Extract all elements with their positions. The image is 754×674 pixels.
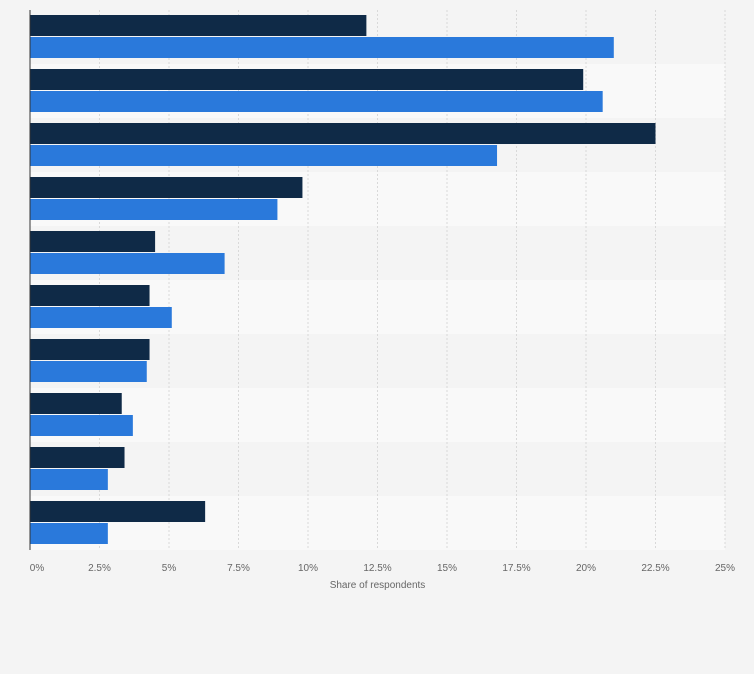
x-tick-label: 0% (30, 563, 45, 574)
x-tick-label: 10% (298, 563, 318, 574)
bar-series-1[interactable] (30, 339, 150, 360)
bar-series-1[interactable] (30, 69, 584, 90)
x-tick-label: 12.5% (363, 563, 391, 574)
x-tick-label: 17.5% (502, 563, 530, 574)
bar-series-1[interactable] (30, 393, 122, 414)
bar-series-1[interactable] (30, 177, 303, 198)
x-tick-labels: 0% 2.5% 5% 7.5% 10% 12.5% 15% 17.5% 20% 22.5% 25% (30, 563, 735, 574)
bar-series-1[interactable] (30, 285, 150, 306)
bar-series-2[interactable] (30, 253, 225, 274)
x-tick-label: 22.5% (641, 563, 669, 574)
x-tick-label: 5% (162, 563, 177, 574)
bar-series-2[interactable] (30, 523, 108, 544)
bar-series-2[interactable] (30, 199, 278, 220)
bar-series-2[interactable] (30, 361, 147, 382)
bar-series-1[interactable] (30, 15, 367, 36)
bars (30, 15, 656, 544)
x-tick-label: 25% (715, 563, 735, 574)
bar-series-1[interactable] (30, 447, 125, 468)
bar-series-2[interactable] (30, 145, 498, 166)
x-tick-label: 7.5% (227, 563, 250, 574)
bar-series-2[interactable] (30, 415, 133, 436)
x-axis-title: Share of respondents (330, 580, 426, 591)
bar-series-2[interactable] (30, 469, 108, 490)
bar-series-2[interactable] (30, 307, 172, 328)
bar-series-2[interactable] (30, 91, 603, 112)
x-tick-label: 20% (576, 563, 596, 574)
bar-series-2[interactable] (30, 37, 614, 58)
x-tick-label: 2.5% (88, 563, 111, 574)
bar-series-1[interactable] (30, 123, 656, 144)
bar-series-1[interactable] (30, 501, 206, 522)
bar-series-1[interactable] (30, 231, 156, 252)
x-tick-label: 15% (437, 563, 457, 574)
